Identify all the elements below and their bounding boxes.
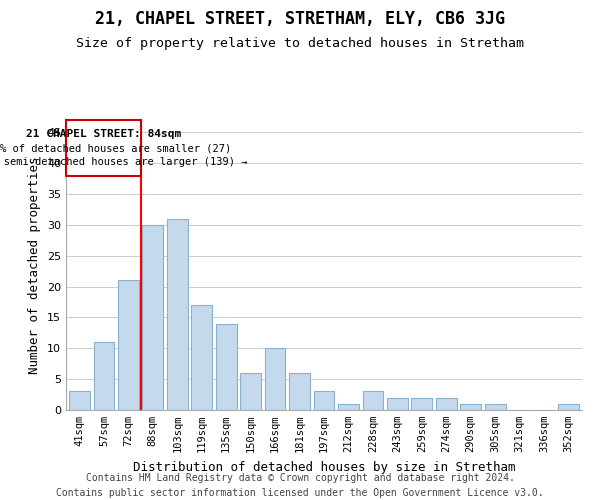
- Text: Size of property relative to detached houses in Stretham: Size of property relative to detached ho…: [76, 38, 524, 51]
- Text: 21 CHAPEL STREET: 84sqm: 21 CHAPEL STREET: 84sqm: [26, 130, 181, 140]
- Bar: [362, 392, 383, 410]
- Bar: [69, 392, 90, 410]
- Bar: [485, 404, 506, 410]
- Bar: [240, 373, 261, 410]
- Text: 21, CHAPEL STREET, STRETHAM, ELY, CB6 3JG: 21, CHAPEL STREET, STRETHAM, ELY, CB6 3J…: [95, 10, 505, 28]
- Text: 83% of semi-detached houses are larger (139) →: 83% of semi-detached houses are larger (…: [0, 157, 247, 167]
- Bar: [94, 342, 114, 410]
- Bar: [265, 348, 286, 410]
- Bar: [338, 404, 359, 410]
- Bar: [216, 324, 236, 410]
- Bar: [460, 404, 481, 410]
- Bar: [558, 404, 579, 410]
- Bar: [167, 218, 188, 410]
- Bar: [118, 280, 139, 410]
- Bar: [142, 225, 163, 410]
- Bar: [387, 398, 408, 410]
- Y-axis label: Number of detached properties: Number of detached properties: [28, 156, 41, 374]
- Bar: [314, 392, 334, 410]
- Bar: [412, 398, 432, 410]
- Text: Contains HM Land Registry data © Crown copyright and database right 2024.
Contai: Contains HM Land Registry data © Crown c…: [56, 472, 544, 498]
- Text: ← 16% of detached houses are smaller (27): ← 16% of detached houses are smaller (27…: [0, 144, 232, 154]
- Bar: [289, 373, 310, 410]
- Bar: [436, 398, 457, 410]
- X-axis label: Distribution of detached houses by size in Stretham: Distribution of detached houses by size …: [133, 460, 515, 473]
- FancyBboxPatch shape: [66, 120, 140, 176]
- Bar: [191, 305, 212, 410]
